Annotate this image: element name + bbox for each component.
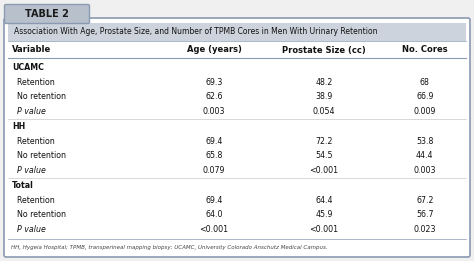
Text: P value: P value [12,166,46,175]
Text: 53.8: 53.8 [416,137,433,146]
Bar [8,23,466,41]
Text: 38.9: 38.9 [315,92,333,101]
Text: 54.5: 54.5 [315,151,333,160]
Text: 56.7: 56.7 [416,210,434,220]
Text: 67.2: 67.2 [416,196,434,205]
Text: No. Cores: No. Cores [402,45,447,55]
Text: 0.054: 0.054 [313,107,335,116]
Text: Association With Age, Prostate Size, and Number of TPMB Cores in Men With Urinar: Association With Age, Prostate Size, and… [14,27,377,37]
Text: Retention: Retention [12,196,55,205]
Text: 69.4: 69.4 [205,196,223,205]
Text: No retention: No retention [12,92,66,101]
Text: <0.001: <0.001 [310,166,338,175]
Text: P value: P value [12,107,46,116]
Text: Retention: Retention [12,137,55,146]
Text: HH: HH [12,122,25,131]
Text: TABLE 2: TABLE 2 [25,9,69,19]
Text: 44.4: 44.4 [416,151,434,160]
Text: 64.0: 64.0 [205,210,223,220]
Text: P value: P value [12,225,46,234]
Text: 48.2: 48.2 [315,78,333,87]
Text: 69.4: 69.4 [205,137,223,146]
Text: Total: Total [12,181,34,190]
Text: 0.023: 0.023 [413,225,436,234]
FancyBboxPatch shape [4,18,470,257]
Text: <0.001: <0.001 [310,225,338,234]
Text: <0.001: <0.001 [200,225,228,234]
Text: No retention: No retention [12,151,66,160]
Text: UCAMC: UCAMC [12,63,44,72]
Text: 69.3: 69.3 [205,78,223,87]
Text: 65.8: 65.8 [205,151,223,160]
Text: 68: 68 [420,78,430,87]
Text: Retention: Retention [12,78,55,87]
Text: 64.4: 64.4 [315,196,333,205]
Text: 62.6: 62.6 [205,92,223,101]
Text: 0.009: 0.009 [414,107,436,116]
Text: 72.2: 72.2 [315,137,333,146]
Text: 66.9: 66.9 [416,92,433,101]
Text: 0.079: 0.079 [203,166,225,175]
Text: 0.003: 0.003 [203,107,225,116]
Text: Age (years): Age (years) [187,45,242,55]
Text: HH, Hygeia Hospital; TPMB, transperineal mapping biopsy; UCAMC, University Color: HH, Hygeia Hospital; TPMB, transperineal… [11,245,328,250]
Text: 45.9: 45.9 [315,210,333,220]
FancyBboxPatch shape [4,4,90,23]
Text: 0.003: 0.003 [413,166,436,175]
Text: Prostate Size (cc): Prostate Size (cc) [282,45,366,55]
Text: Variable: Variable [12,45,51,55]
Text: No retention: No retention [12,210,66,220]
